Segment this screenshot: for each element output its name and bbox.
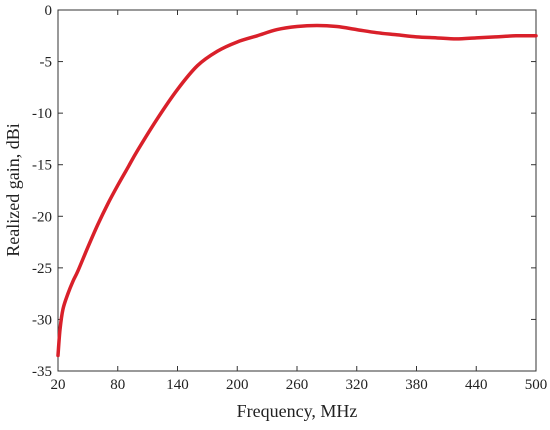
y-tick-label: -30 <box>32 312 52 328</box>
x-tick-label: 500 <box>525 377 548 393</box>
y-tick-label: 0 <box>45 3 53 19</box>
x-tick-label: 140 <box>166 377 189 393</box>
y-tick-label: -20 <box>32 209 52 225</box>
y-axis-title: Realized gain, dBi <box>3 123 23 256</box>
x-tick-label: 260 <box>286 377 309 393</box>
x-tick-label: 440 <box>465 377 488 393</box>
plot-frame <box>57 9 537 372</box>
y-axis: 0 -5 -10 -15 -20 -25 -30 -35 <box>32 3 536 380</box>
gain-series-line <box>56 23 538 358</box>
x-tick-label: 80 <box>110 377 125 393</box>
y-tick-label: -35 <box>32 364 52 380</box>
x-axis-title: Frequency, MHz <box>237 401 358 421</box>
x-tick-label: 200 <box>226 377 249 393</box>
y-tick-label: -10 <box>32 106 52 122</box>
x-axis: 20 80 140 200 260 320 380 440 500 <box>51 10 548 393</box>
y-tick-label: -15 <box>32 158 52 174</box>
x-tick-label: 20 <box>51 377 66 393</box>
x-tick-label: 380 <box>405 377 428 393</box>
y-tick-label: -25 <box>32 261 52 277</box>
y-tick-label: -5 <box>40 55 53 71</box>
x-tick-label: 320 <box>346 377 369 393</box>
